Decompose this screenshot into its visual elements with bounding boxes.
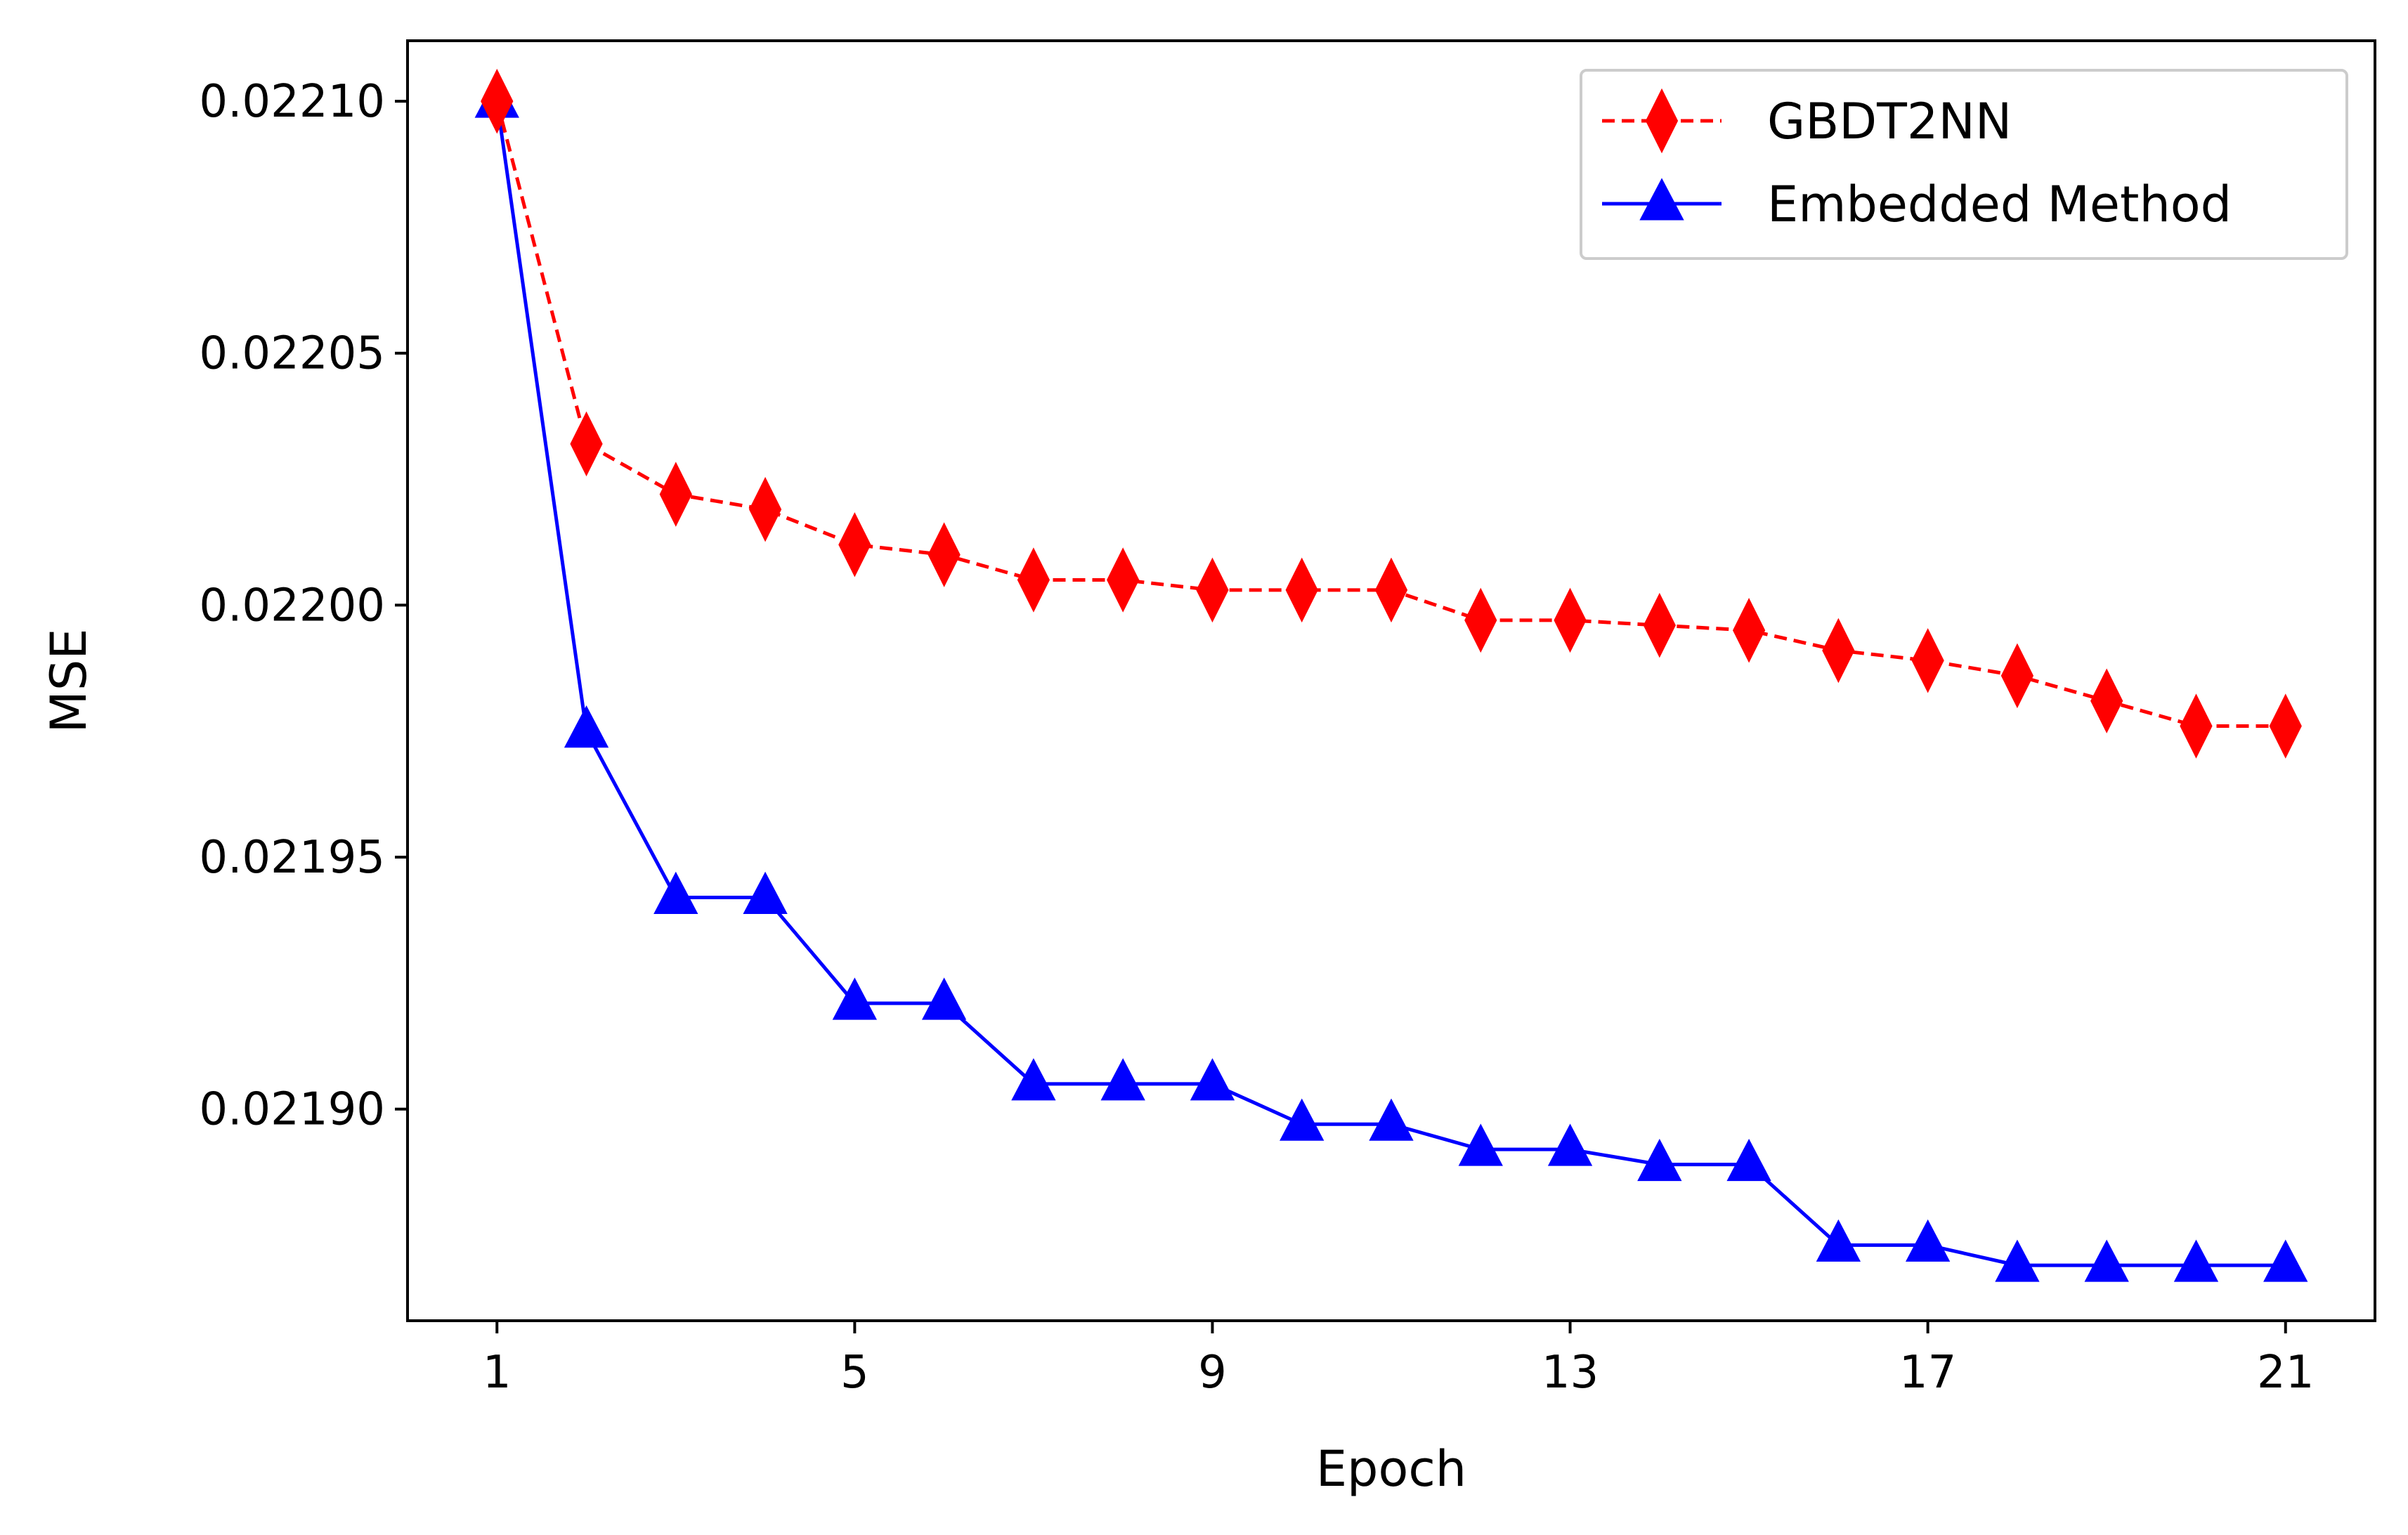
data-point-gbdt2nn bbox=[570, 411, 603, 477]
y-axis-label: MSE bbox=[40, 628, 98, 733]
legend-items bbox=[1602, 88, 1722, 221]
y-axis-ticks: 0.02190 0.02195 0.02200 0.02205 0.02210 bbox=[199, 76, 408, 1136]
data-point-embedded-method bbox=[2263, 1239, 2308, 1282]
data-point-embedded-method bbox=[921, 977, 967, 1020]
y-tick-label: 0.02200 bbox=[199, 580, 385, 632]
data-point-embedded-method bbox=[2173, 1239, 2219, 1282]
data-point-gbdt2nn bbox=[748, 476, 782, 542]
data-point-gbdt2nn bbox=[1464, 587, 1497, 653]
x-axis-ticks: 1 5 9 13 17 21 bbox=[483, 1321, 2314, 1399]
data-point-embedded-method bbox=[1458, 1123, 1503, 1166]
data-point-gbdt2nn bbox=[659, 462, 692, 527]
data-point-gbdt2nn bbox=[2269, 693, 2302, 759]
x-tick-label: 17 bbox=[1899, 1347, 1956, 1399]
series-layer bbox=[474, 68, 2308, 1282]
data-point-embedded-method bbox=[1726, 1138, 1771, 1182]
data-point-embedded-method bbox=[1011, 1058, 1056, 1101]
x-tick-label: 13 bbox=[1542, 1347, 1599, 1399]
x-axis-label: Epoch bbox=[1316, 1440, 1466, 1498]
data-point-gbdt2nn bbox=[1643, 592, 1676, 658]
data-point-embedded-method bbox=[1816, 1219, 1861, 1262]
x-tick-label: 1 bbox=[483, 1347, 512, 1399]
legend-label-gbdt2nn: GBDT2NN bbox=[1767, 93, 2012, 150]
y-tick-label: 0.02195 bbox=[199, 832, 385, 884]
data-point-embedded-method bbox=[743, 871, 788, 914]
data-point-gbdt2nn bbox=[2000, 643, 2034, 709]
data-point-gbdt2nn bbox=[1822, 618, 1855, 684]
x-tick-label: 5 bbox=[840, 1347, 869, 1399]
data-point-embedded-method bbox=[564, 705, 609, 748]
data-point-gbdt2nn bbox=[1017, 547, 1050, 613]
data-point-gbdt2nn bbox=[1554, 587, 1587, 653]
data-point-embedded-method bbox=[1637, 1138, 1682, 1182]
series-embedded-method bbox=[474, 75, 2308, 1282]
data-point-gbdt2nn bbox=[2090, 668, 2123, 733]
data-point-embedded-method bbox=[2084, 1239, 2129, 1282]
legend-label-embedded-method: Embedded Method bbox=[1767, 176, 2232, 233]
data-point-embedded-method bbox=[653, 871, 698, 914]
data-point-embedded-method bbox=[1995, 1239, 2040, 1282]
legend-box bbox=[1580, 69, 2348, 260]
data-point-gbdt2nn bbox=[1285, 557, 1318, 623]
data-point-gbdt2nn bbox=[2180, 693, 2213, 759]
data-point-gbdt2nn bbox=[481, 68, 514, 134]
data-point-embedded-method bbox=[832, 977, 878, 1020]
legend-marker-embedded-method bbox=[1639, 178, 1684, 221]
data-point-gbdt2nn bbox=[928, 522, 961, 587]
data-point-embedded-method bbox=[1905, 1219, 1951, 1262]
data-point-embedded-method bbox=[1280, 1098, 1325, 1141]
series-gbdt2nn bbox=[481, 68, 2302, 759]
legend-marker-gbdt2nn bbox=[1645, 88, 1679, 154]
y-tick-label: 0.02190 bbox=[199, 1084, 385, 1136]
x-tick-label: 21 bbox=[2257, 1347, 2314, 1399]
data-point-gbdt2nn bbox=[1107, 547, 1140, 613]
data-point-gbdt2nn bbox=[1196, 557, 1229, 623]
data-point-gbdt2nn bbox=[1732, 598, 1766, 663]
legend: GBDT2NN Embedded Method bbox=[1580, 69, 2348, 260]
data-point-embedded-method bbox=[1547, 1123, 1593, 1166]
data-point-gbdt2nn bbox=[838, 512, 871, 577]
data-point-gbdt2nn bbox=[1911, 628, 1944, 693]
y-tick-label: 0.02205 bbox=[199, 328, 385, 380]
plot-frame bbox=[406, 39, 2376, 1322]
data-point-embedded-method bbox=[1369, 1098, 1414, 1141]
data-point-embedded-method bbox=[1190, 1058, 1235, 1101]
x-tick-label: 9 bbox=[1198, 1347, 1227, 1399]
data-point-embedded-method bbox=[1100, 1058, 1145, 1101]
y-tick-label: 0.02210 bbox=[199, 76, 385, 128]
data-point-gbdt2nn bbox=[1374, 557, 1408, 623]
